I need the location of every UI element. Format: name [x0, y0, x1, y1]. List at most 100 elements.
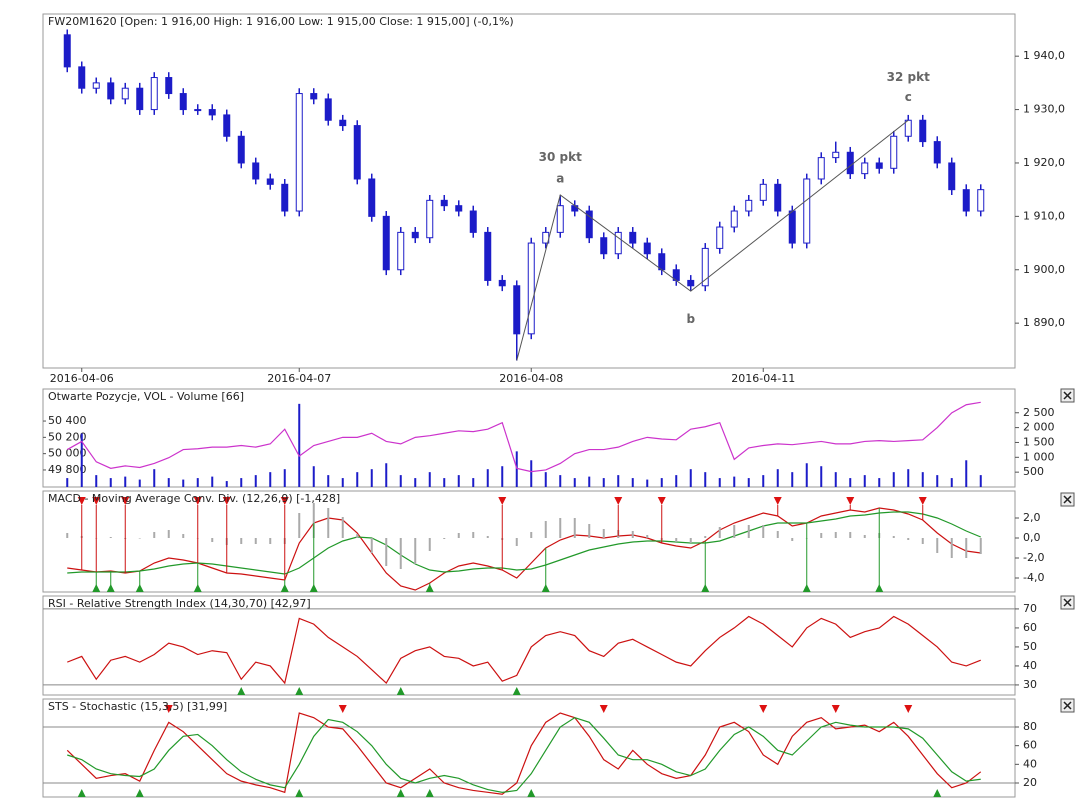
- candle-body: [237, 135, 245, 164]
- candle-body: [701, 247, 709, 287]
- plot-area: [42, 388, 1016, 488]
- close-button[interactable]: [1060, 492, 1075, 507]
- buy-marker: [875, 584, 884, 592]
- sell-marker: [193, 497, 202, 505]
- close-button[interactable]: [1060, 388, 1075, 403]
- bar: [530, 532, 533, 538]
- y-tick-label: 1 900,0: [1023, 263, 1065, 276]
- y-tick-label: 40: [1023, 757, 1037, 770]
- sell-marker: [831, 705, 840, 713]
- x-tick-label: 2016-04-11: [731, 372, 795, 385]
- candle-body: [687, 279, 695, 287]
- bar: [370, 538, 373, 553]
- sell-marker: [498, 497, 507, 505]
- buy-marker: [92, 584, 101, 592]
- candle-body: [165, 77, 173, 95]
- candle-body: [382, 215, 390, 271]
- bar: [341, 517, 344, 538]
- y-tick-label: 1 890,0: [1023, 316, 1065, 329]
- bar: [457, 475, 460, 487]
- panel-title: FW20M1620 [Open: 1 916,00 High: 1 916,00…: [48, 15, 514, 28]
- bar: [515, 538, 518, 546]
- annotation: 32 pkt: [887, 70, 930, 84]
- bar: [863, 535, 866, 538]
- candle-body: [513, 285, 521, 335]
- candle-body: [875, 162, 883, 169]
- buy-marker: [527, 789, 536, 797]
- candle-body: [223, 114, 231, 137]
- bar: [95, 475, 98, 487]
- bar: [240, 538, 243, 544]
- candle-body: [527, 242, 535, 335]
- series-line: [66, 401, 981, 473]
- bar: [182, 479, 185, 487]
- annotation: a: [556, 171, 564, 185]
- bar: [109, 478, 112, 487]
- candle-body: [324, 98, 332, 121]
- bar: [602, 529, 605, 538]
- bar: [849, 478, 852, 487]
- bar: [356, 534, 359, 538]
- sell-marker: [599, 705, 608, 713]
- bar: [283, 469, 286, 487]
- bar: [559, 518, 562, 538]
- bar: [138, 479, 141, 487]
- bar: [718, 478, 721, 487]
- plot-area: [42, 595, 1016, 696]
- buy-marker: [396, 789, 405, 797]
- bar: [718, 527, 721, 538]
- bar: [907, 469, 910, 487]
- y-tick-label: 2,0: [1023, 511, 1041, 524]
- sell-marker: [614, 497, 623, 505]
- bar: [66, 533, 69, 538]
- bar: [486, 536, 489, 538]
- candle-body: [600, 237, 608, 255]
- bar: [834, 472, 837, 487]
- candle-body: [455, 205, 463, 212]
- bar: [950, 538, 953, 558]
- buy-marker: [802, 584, 811, 592]
- candle-body: [745, 199, 753, 212]
- candle-body: [643, 242, 651, 255]
- y-tick-label: 20: [1023, 776, 1037, 789]
- sell-marker: [280, 497, 289, 505]
- bar: [544, 521, 547, 538]
- bar: [921, 538, 924, 544]
- series-line: [67, 615, 981, 685]
- y-tick-label: 1 920,0: [1023, 156, 1065, 169]
- bar: [196, 478, 199, 487]
- candle-body: [78, 66, 86, 89]
- close-button[interactable]: [1060, 698, 1075, 713]
- bar: [805, 463, 808, 487]
- candle-body: [716, 226, 724, 249]
- y-tick-label: 60: [1023, 621, 1037, 634]
- bar: [428, 538, 431, 551]
- bar: [544, 472, 547, 487]
- panel-title: RSI - Relative Strength Index (14,30,70)…: [48, 597, 311, 610]
- bar: [385, 538, 388, 566]
- candle-body: [788, 210, 796, 244]
- candle-body: [933, 141, 941, 164]
- bar: [269, 538, 272, 544]
- bar: [588, 524, 591, 538]
- bar: [863, 475, 866, 487]
- close-button[interactable]: [1060, 595, 1075, 610]
- candle-body: [832, 151, 840, 159]
- candle-body: [281, 183, 289, 212]
- bar: [399, 475, 402, 487]
- candle-body: [498, 279, 506, 287]
- candle-body: [440, 199, 448, 207]
- candle-body: [397, 231, 405, 271]
- y-tick-label: 2 000: [1023, 421, 1055, 434]
- y-tick-label: 1 930,0: [1023, 103, 1065, 116]
- candle-body: [962, 189, 970, 212]
- bar: [530, 460, 533, 487]
- bar: [341, 478, 344, 487]
- y-tick-label: 1 000: [1023, 450, 1055, 463]
- y-tick-label: 1 910,0: [1023, 209, 1065, 222]
- y-tick-label: 500: [1023, 465, 1044, 478]
- bar: [443, 538, 446, 539]
- y-tick-label: 60: [1023, 739, 1037, 752]
- candle-body: [614, 231, 622, 255]
- buy-marker: [701, 584, 710, 592]
